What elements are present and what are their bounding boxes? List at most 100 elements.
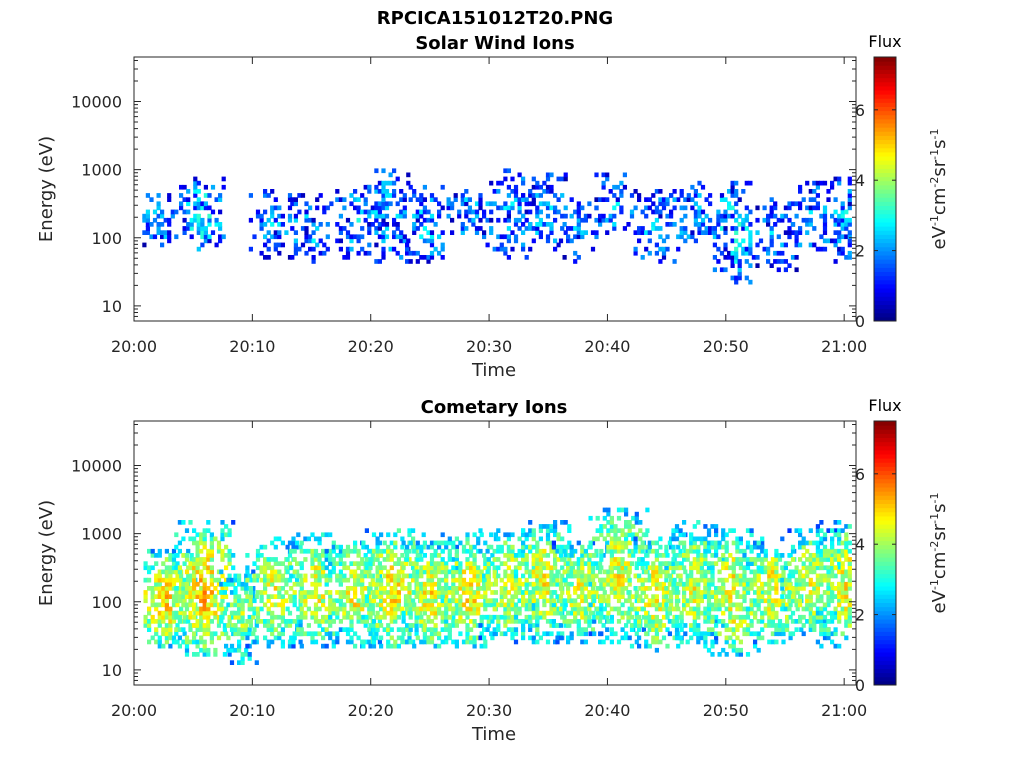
heatmap-cell: [731, 631, 736, 637]
heatmap-cell: [444, 635, 449, 641]
heatmap-cell: [325, 234, 330, 240]
heatmap-cell: [192, 569, 197, 575]
heatmap-cell: [699, 577, 704, 583]
heatmap-cell: [728, 602, 733, 608]
heatmap-cell: [433, 594, 438, 599]
heatmap-cell: [303, 631, 308, 637]
heatmap-cell: [389, 548, 394, 554]
heatmap-cell: [692, 606, 697, 612]
heatmap-cell: [181, 586, 186, 591]
heatmap-cell: [193, 180, 198, 186]
heatmap-cell: [218, 238, 223, 244]
heatmap-cell: [233, 647, 238, 653]
heatmap-cell: [728, 610, 733, 616]
heatmap-cell: [403, 598, 409, 604]
heatmap-cell: [521, 631, 526, 637]
heatmap-cell: [335, 598, 340, 604]
heatmap-cell: [199, 561, 204, 566]
heatmap-cell: [654, 623, 659, 628]
heatmap-cell: [447, 569, 452, 575]
heatmap-cell: [562, 255, 567, 260]
heatmap-cell: [735, 561, 740, 566]
heatmap-cell: [303, 598, 308, 604]
heatmap-cell: [724, 540, 729, 546]
heatmap-cell: [195, 639, 200, 645]
heatmap-cell: [161, 569, 166, 575]
heatmap-cell: [353, 631, 358, 637]
heatmap-cell: [367, 250, 372, 256]
heatmap-cell: [538, 565, 543, 571]
heatmap-cell: [192, 606, 197, 612]
heatmap-cell: [396, 594, 401, 599]
heatmap-cell: [774, 623, 779, 628]
heatmap-cell: [538, 569, 543, 575]
heatmap-cell: [551, 577, 556, 583]
heatmap-cell: [583, 627, 588, 632]
heatmap-cell: [371, 623, 377, 628]
heatmap-cell: [735, 614, 740, 620]
heatmap-cell: [647, 565, 652, 571]
heatmap-cell: [374, 201, 379, 207]
heatmap-cell: [664, 561, 669, 566]
heatmap-cell: [458, 606, 463, 612]
heatmap-cell: [506, 209, 511, 215]
heatmap-cell: [400, 635, 405, 641]
heatmap-cell: [292, 619, 297, 624]
heatmap-cell: [499, 180, 504, 186]
heatmap-cell: [386, 602, 391, 608]
heatmap-cell: [408, 259, 413, 264]
heatmap-cell: [171, 614, 177, 620]
heatmap-cell: [338, 226, 343, 231]
heatmap-cell: [749, 557, 754, 562]
heatmap-cell: [252, 627, 257, 632]
heatmap-cell: [213, 602, 218, 608]
heatmap-cell: [605, 217, 610, 223]
colorbar-step: [874, 217, 896, 223]
heatmap-cell: [218, 209, 223, 215]
heatmap-cell: [360, 561, 365, 566]
heatmap-cell: [721, 647, 726, 653]
heatmap-cell: [602, 524, 607, 529]
heatmap-cell: [174, 544, 179, 550]
heatmap-cell: [661, 581, 667, 587]
heatmap-cell: [277, 561, 282, 566]
heatmap-cell: [482, 586, 487, 591]
heatmap-cell: [721, 581, 726, 587]
heatmap-cell: [634, 561, 639, 566]
heatmap-cell: [206, 569, 211, 575]
heatmap-cell: [794, 255, 799, 260]
heatmap-cell: [763, 553, 768, 558]
heatmap-cell: [658, 573, 663, 579]
heatmap-cell: [247, 614, 252, 620]
heatmap-cell: [783, 581, 788, 587]
heatmap-cell: [780, 213, 785, 219]
heatmap-cell: [592, 581, 597, 587]
heatmap-cell: [658, 201, 663, 207]
heatmap-cell: [377, 540, 382, 546]
heatmap-cell: [724, 598, 729, 604]
heatmap-cell: [259, 226, 264, 231]
heatmap-cell: [273, 614, 278, 620]
heatmap-cell: [788, 631, 793, 637]
colorbar-step: [874, 110, 896, 116]
heatmap-cell: [634, 610, 639, 616]
heatmap-cell: [773, 201, 778, 207]
heatmap-cell: [255, 565, 261, 571]
heatmap-cell: [440, 230, 445, 235]
heatmap-cell: [567, 569, 572, 575]
heatmap-cell: [644, 197, 649, 202]
heatmap-cell: [745, 590, 751, 595]
heatmap-cell: [317, 598, 322, 604]
heatmap-cell: [433, 540, 438, 546]
heatmap-cell: [654, 217, 659, 223]
heatmap-cell: [157, 635, 162, 641]
heatmap-cell: [826, 602, 831, 608]
heatmap-cell: [367, 242, 372, 248]
heatmap-cell: [634, 511, 639, 517]
heatmap-cell: [412, 226, 417, 231]
heatmap-cell: [244, 652, 249, 657]
heatmap-cell: [794, 230, 799, 235]
heatmap-cell: [774, 590, 779, 595]
heatmap-cell: [647, 205, 652, 211]
heatmap-cell: [805, 619, 810, 624]
